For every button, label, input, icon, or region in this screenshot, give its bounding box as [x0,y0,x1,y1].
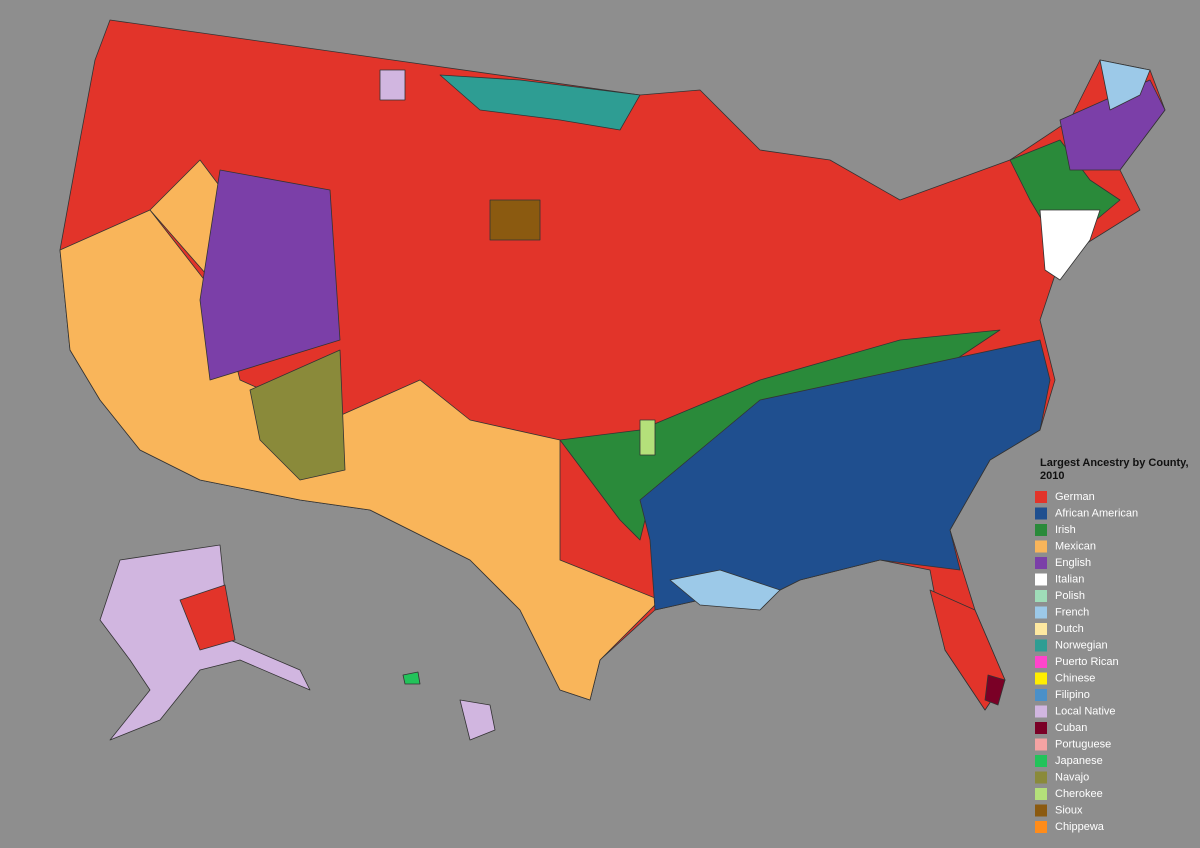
italian-northeast [1039,209,1101,281]
legend-label: German [1055,491,1095,503]
legend-swatch [1035,755,1047,767]
legend-swatch [1035,738,1047,751]
legend-swatch [1035,656,1047,668]
cuban-miami [984,674,1006,706]
legend-swatch [1035,623,1047,635]
legend-label: Sioux [1055,804,1083,816]
alaska-german [179,584,236,651]
legend-swatch [1035,590,1047,602]
legend-label: Japanese [1055,755,1103,767]
navajo-region [249,349,346,481]
french-louisiana [669,569,781,611]
legend-swatch [1035,722,1047,734]
legend-label: English [1055,557,1091,569]
legend: German African American Irish Mexican Englis… [1035,491,1138,833]
legend-title-line: 2010 [1040,470,1064,482]
legend-label: Chippewa [1055,821,1105,833]
legend-swatch [1035,573,1047,586]
legend-label: Navajo [1055,771,1089,783]
legend-swatch [1035,672,1047,685]
legend-swatch [1035,507,1047,520]
hawaii [459,699,496,741]
legend-label: Mexican [1055,540,1096,552]
legend-label: Portuguese [1055,738,1111,750]
legend-swatch [1035,524,1047,536]
map [59,19,1166,741]
english-utah [199,169,341,381]
legend-swatch [1035,689,1047,701]
legend-label: African American [1055,507,1138,519]
legend-swatch [1035,540,1047,553]
legend-label: Norwegian [1055,639,1108,651]
legend-label: Cuban [1055,722,1087,734]
sioux-dakota [489,199,541,241]
legend-label: Puerto Rican [1055,656,1119,668]
french-maine [1099,59,1151,111]
legend-swatch [1035,788,1047,800]
legend-title-line: Largest Ancestry by County, [1040,457,1189,469]
legend-label: Local Native [1055,705,1116,717]
legend-label: Filipino [1055,689,1090,701]
legend-label: French [1055,606,1089,618]
legend-swatch [1035,705,1047,718]
hawaii-japanese [402,671,421,685]
legend-swatch [1035,771,1047,784]
legend-swatch [1035,491,1047,503]
norwegian-dakota [439,74,641,131]
legend-label: Italian [1055,573,1084,585]
legend-swatch [1035,804,1047,817]
legend-swatch [1035,639,1047,652]
legend-label: Chinese [1055,672,1095,684]
legend-title: Largest Ancestry by County, 2010 [1040,457,1189,482]
legend-label: Irish [1055,524,1076,536]
legend-swatch [1035,557,1047,569]
cherokee-oklahoma [639,419,656,456]
african-american-region [639,339,1051,611]
legend-swatch [1035,821,1047,833]
legend-swatch [1035,606,1047,619]
legend-label: Dutch [1055,623,1084,635]
legend-label: Cherokee [1055,788,1103,800]
legend-label: Polish [1055,590,1085,602]
local-native-montana [379,69,406,101]
